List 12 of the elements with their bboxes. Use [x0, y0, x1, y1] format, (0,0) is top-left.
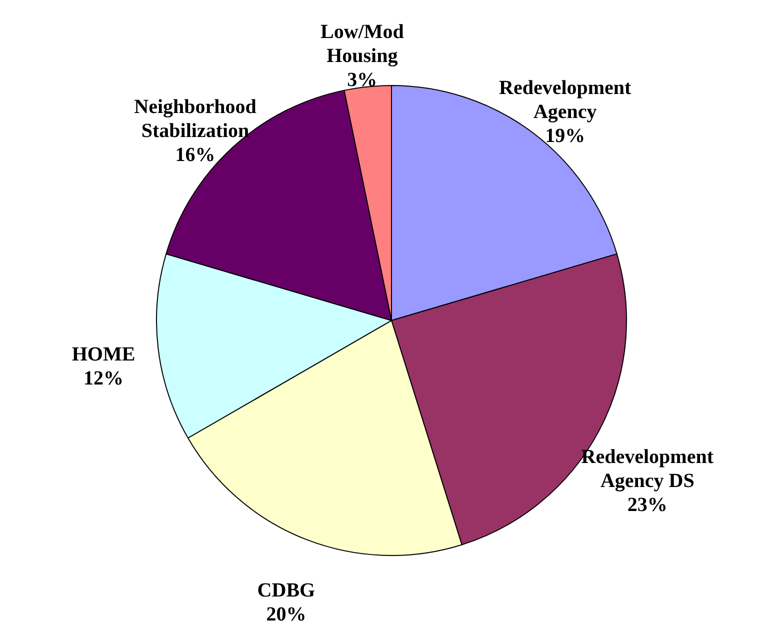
data-label: 20% — [266, 604, 306, 626]
data-label: 12% — [84, 368, 124, 390]
data-label: 16% — [175, 144, 216, 166]
data-label: 3% — [347, 68, 378, 91]
slice-label: Redevelopment Agency DS — [581, 446, 714, 492]
data-label: 23% — [627, 494, 668, 516]
slice-label: CDBG — [257, 580, 316, 602]
data-label: 19% — [545, 125, 586, 148]
slice-label: HOME — [72, 344, 136, 366]
slice-label: Redevelopment Agency — [499, 77, 632, 124]
slice-label: Neighborhood Stabilization — [134, 96, 256, 142]
slice-label: Low/Mod Housing — [320, 20, 404, 67]
